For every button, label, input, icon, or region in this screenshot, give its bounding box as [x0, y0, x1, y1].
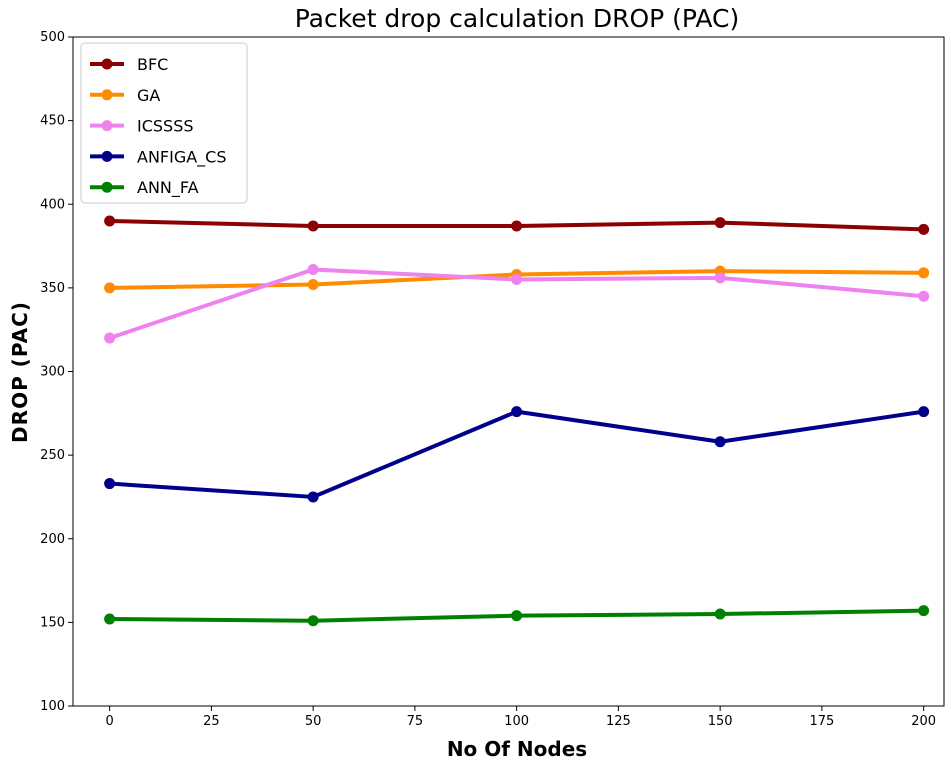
data-point-ann-fa [511, 610, 523, 622]
y-tick-label: 500 [40, 30, 65, 45]
data-point-bfc [511, 220, 523, 232]
series-bfc [104, 215, 930, 235]
data-point-icssss [918, 290, 930, 302]
series-layer [104, 215, 930, 627]
data-point-anfiga-cs [307, 491, 319, 503]
data-point-icssss [714, 272, 726, 284]
y-tick-label: 350 [40, 281, 65, 296]
legend-item: ANFIGA_CS [90, 147, 227, 167]
y-tick-label: 150 [40, 615, 65, 630]
data-point-ann-fa [918, 605, 930, 617]
legend-swatch-marker [101, 120, 113, 132]
x-tick-label: 25 [203, 714, 220, 729]
series-icssss [104, 263, 930, 344]
x-axis-label: No Of Nodes [447, 737, 587, 761]
data-point-anfiga-cs [714, 436, 726, 448]
data-point-ga [104, 282, 116, 294]
data-point-anfiga-cs [104, 478, 116, 490]
data-point-icssss [511, 274, 523, 286]
legend-item: GA [90, 86, 160, 105]
legend-frame [80, 42, 248, 204]
series-ann-fa [104, 605, 930, 627]
data-point-ann-fa [714, 608, 726, 620]
legend-label: GA [137, 86, 160, 105]
data-point-icssss [104, 332, 116, 344]
x-tick-label: 75 [407, 714, 424, 729]
data-point-bfc [104, 215, 116, 227]
legend-item: ANN_FA [90, 178, 199, 198]
x-tick-label: 0 [105, 714, 113, 729]
y-tick-label: 300 [40, 365, 65, 380]
y-tick-label: 250 [40, 448, 65, 463]
legend-swatch-marker [101, 58, 113, 70]
y-axis-label: DROP (PAC) [8, 301, 32, 443]
x-tick-label: 200 [911, 714, 936, 729]
legend-swatch-marker [101, 89, 113, 101]
legend-label: ANFIGA_CS [137, 147, 227, 167]
legend-label: BFC [137, 55, 168, 74]
x-axis: 0 25 50 75 100 125 150 175 200 [105, 706, 936, 729]
series-anfiga-cs [104, 406, 930, 503]
data-point-ga [918, 267, 930, 279]
data-point-bfc [918, 223, 930, 235]
y-tick-label: 100 [40, 699, 65, 714]
data-point-ga [307, 279, 319, 291]
legend-label: ICSSSS [137, 117, 194, 136]
chart-title: Packet drop calculation DROP (PAC) [295, 4, 740, 33]
legend-item: ICSSSS [90, 117, 194, 136]
data-point-icssss [307, 263, 319, 275]
legend-label: ANN_FA [137, 178, 199, 198]
y-tick-label: 450 [40, 114, 65, 129]
legend-swatch-marker [101, 181, 113, 193]
x-tick-label: 125 [606, 714, 631, 729]
y-axis: 100 150 200 250 300 350 400 450 500 [40, 30, 73, 714]
x-tick-label: 175 [809, 714, 834, 729]
legend-item: BFC [90, 55, 168, 74]
data-point-bfc [307, 220, 319, 232]
x-tick-label: 100 [504, 714, 529, 729]
data-point-ann-fa [104, 613, 116, 625]
data-point-bfc [714, 217, 726, 229]
y-tick-label: 200 [40, 532, 65, 547]
y-tick-label: 400 [40, 197, 65, 212]
x-tick-label: 50 [305, 714, 322, 729]
series-line-anfiga-cs [107, 409, 926, 499]
data-point-anfiga-cs [918, 406, 930, 418]
x-tick-label: 150 [708, 714, 733, 729]
data-point-anfiga-cs [511, 406, 523, 418]
data-point-ann-fa [307, 615, 319, 627]
legend-swatch-marker [101, 150, 113, 162]
legend: BFC GA ICSSSS ANFIGA_CS ANN_FA [80, 42, 248, 204]
